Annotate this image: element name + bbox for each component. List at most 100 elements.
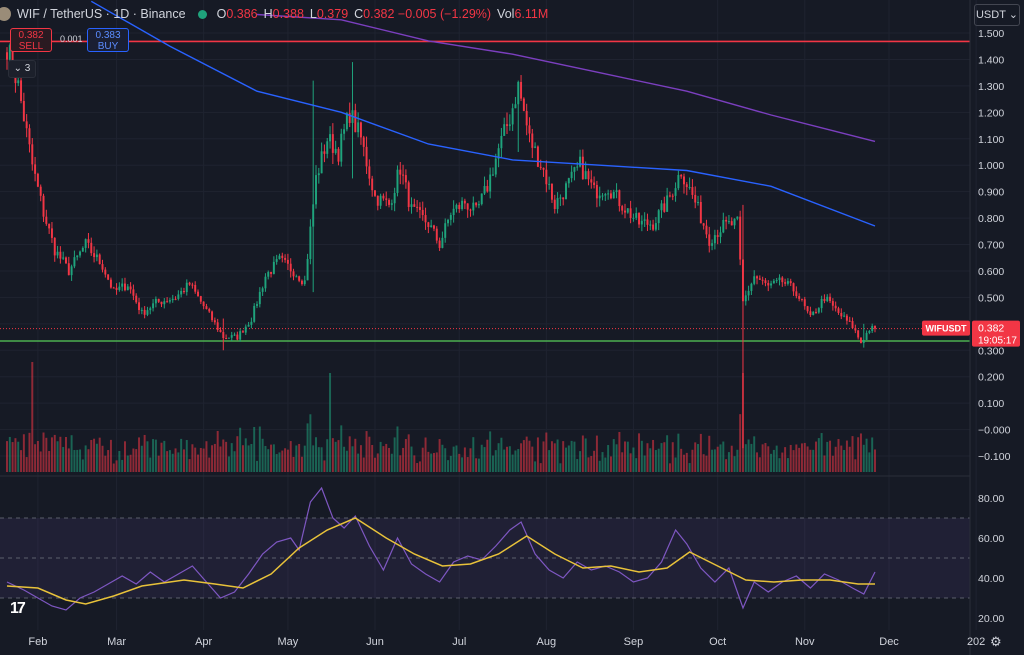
volume-bar: [152, 439, 155, 472]
candle-body: [511, 108, 514, 125]
candle-body: [138, 302, 141, 311]
volume-bar: [250, 443, 253, 472]
candle-body: [489, 174, 492, 192]
candle-body: [587, 171, 590, 180]
candle-body: [817, 308, 820, 313]
volume-bar: [604, 457, 607, 472]
volume-bar: [587, 457, 590, 472]
candle-body: [674, 188, 677, 196]
volume-bar: [800, 443, 803, 472]
volume-bar: [477, 458, 480, 472]
volume-bar: [730, 445, 733, 472]
volume-bar: [230, 443, 233, 472]
close-value: 0.382 −0.005 (−1.29%): [363, 7, 492, 21]
candle-body: [300, 280, 303, 285]
candle-body: [208, 309, 211, 312]
candle-body: [792, 283, 795, 292]
candle-body: [357, 122, 360, 133]
volume-bar: [121, 459, 124, 472]
volume-bar: [781, 452, 784, 472]
volume-bar: [784, 447, 787, 472]
volume-bar: [432, 452, 435, 472]
volume-bar: [671, 442, 674, 472]
candle-body: [469, 209, 472, 211]
candle-body: [834, 305, 837, 309]
candle-body: [416, 206, 419, 208]
gear-icon[interactable]: ⚙: [990, 634, 1002, 649]
price-tick-label: 0.200: [978, 372, 1004, 384]
volume-bar: [430, 453, 433, 472]
candle-body: [806, 306, 809, 312]
volume-bar: [331, 438, 334, 472]
volume-bar: [590, 456, 593, 472]
price-tick-label: 0.600: [978, 266, 1004, 278]
volume-bar: [6, 441, 8, 472]
volume-bar: [643, 455, 646, 472]
currency-select[interactable]: USDT ⌄: [974, 4, 1020, 26]
volume-bar: [472, 437, 475, 472]
candle-body: [73, 257, 76, 267]
volume-bar: [132, 448, 135, 472]
rsi-tick-label: 20.00: [978, 613, 1004, 625]
volume-bar: [500, 437, 503, 472]
candle-body: [107, 274, 110, 280]
volume-bar: [399, 455, 402, 472]
candle-body: [135, 295, 138, 303]
price-tick-label: 1.300: [978, 81, 1004, 93]
candle-body: [87, 239, 90, 243]
volume-bar: [722, 441, 725, 472]
volume-bar: [862, 444, 865, 472]
symbol-title[interactable]: WIF / TetherUS · 1D · Binance: [17, 7, 186, 21]
time-axis[interactable]: 025FebMarAprMayJunJulAugSepOctNovDec202: [0, 636, 985, 648]
rsi-axis[interactable]: 80.00 60.00 40.00 20.00: [978, 493, 1004, 625]
volume-bar: [435, 452, 438, 472]
volume-bar: [59, 436, 62, 472]
volume-bar: [491, 455, 494, 472]
volume-bar: [840, 445, 843, 472]
volume-bar: [668, 463, 671, 472]
candle-body: [188, 282, 191, 285]
candle-body: [427, 222, 430, 227]
volume-bar: [81, 459, 84, 472]
time-tick-label: Apr: [195, 636, 212, 648]
volume-bar: [711, 449, 714, 472]
volume-bar: [36, 440, 39, 472]
candle-body: [315, 175, 317, 205]
candle-body: [402, 174, 405, 176]
candle-body: [452, 208, 455, 216]
candle-body: [435, 228, 438, 241]
volume-bar: [8, 436, 11, 472]
candle-body: [211, 311, 214, 321]
candle-body: [722, 219, 725, 233]
candle-body: [81, 247, 84, 252]
candle-body: [45, 216, 48, 224]
volume-bar: [22, 434, 25, 472]
candle-body: [536, 146, 539, 167]
volume-bar: [823, 455, 826, 472]
candle-body: [390, 203, 393, 205]
candle-body: [163, 301, 166, 305]
candle-body: [506, 124, 508, 126]
buy-button[interactable]: 0.383 BUY: [87, 28, 129, 52]
candle-body: [595, 184, 598, 199]
time-tick-label: Dec: [879, 636, 899, 648]
volume-bar: [146, 441, 149, 472]
close-label: C: [354, 7, 364, 21]
candle-body: [331, 134, 334, 153]
volume-bar: [253, 427, 256, 472]
candle-body: [795, 291, 798, 297]
volume-bar: [525, 436, 528, 472]
candle-body: [601, 195, 604, 197]
volume-bar: [109, 439, 112, 472]
candle-body: [31, 144, 34, 165]
sell-button[interactable]: 0.382 SELL: [10, 28, 52, 52]
candle-body: [657, 210, 660, 224]
candle-body: [79, 251, 82, 256]
candle-body: [197, 291, 199, 297]
indicators-toggle-button[interactable]: ⌄ 3: [8, 60, 36, 78]
candle-body: [697, 201, 700, 203]
chevron-down-icon: ⌄: [1008, 9, 1019, 21]
volume-bar: [685, 452, 688, 472]
tradingview-logo-icon[interactable]: 17: [10, 600, 26, 617]
